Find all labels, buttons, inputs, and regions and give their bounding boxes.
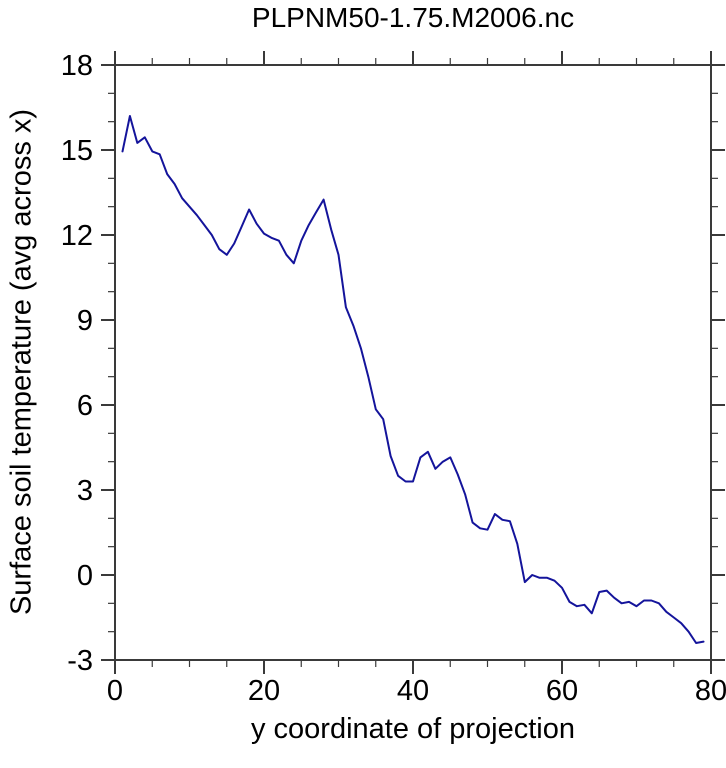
plot-frame bbox=[114, 64, 712, 661]
y-tick-label: 9 bbox=[77, 305, 93, 337]
x-tick-label: 60 bbox=[546, 675, 578, 707]
y-tick-label: 12 bbox=[61, 220, 93, 252]
x-axis-label: y coordinate of projection bbox=[250, 713, 576, 745]
chart-title: PLPNM50-1.75.M2006.nc bbox=[251, 2, 575, 33]
y-tick-label: 0 bbox=[77, 560, 93, 592]
y-tick-label: 3 bbox=[77, 475, 93, 507]
x-tick-label: 80 bbox=[695, 675, 726, 707]
temperature-line bbox=[121, 115, 705, 644]
x-tick-label: 20 bbox=[248, 675, 280, 707]
y-tick-label: 15 bbox=[61, 135, 93, 167]
x-tick-label: 40 bbox=[397, 675, 429, 707]
y-tick-label: 6 bbox=[77, 390, 93, 422]
x-tick-label: 0 bbox=[107, 675, 123, 707]
y-tick-label: -3 bbox=[67, 645, 93, 677]
y-tick-label: 18 bbox=[61, 50, 93, 82]
